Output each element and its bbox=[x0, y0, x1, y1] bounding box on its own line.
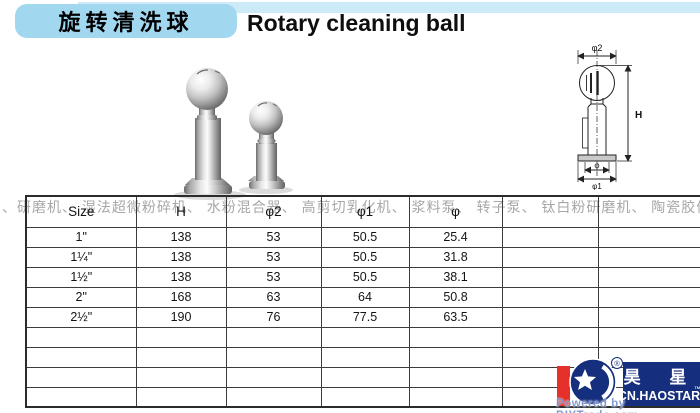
table-cell bbox=[225, 386, 322, 408]
dim-label-h: H bbox=[635, 110, 642, 121]
table-cell: 50.5 bbox=[320, 246, 410, 268]
dimension-diagram: φ2 H φ φ1 bbox=[577, 43, 642, 190]
title-box-cn: 旋转清洗球 bbox=[15, 4, 237, 38]
table-cell: 168 bbox=[135, 286, 227, 308]
logo-red-bar bbox=[557, 366, 570, 406]
table-cell: 38.1 bbox=[408, 266, 503, 288]
table-cell bbox=[597, 306, 700, 328]
table-cell: 63.5 bbox=[408, 306, 503, 328]
table-cell: 63 bbox=[225, 286, 322, 308]
table-cell bbox=[225, 346, 322, 368]
page-title-cn: 旋转清洗球 bbox=[58, 10, 194, 35]
logo-text-plate bbox=[623, 362, 700, 406]
table-cell bbox=[320, 366, 410, 388]
table-cell bbox=[501, 326, 599, 348]
table-cell: 1½" bbox=[25, 266, 137, 288]
product-photo bbox=[174, 68, 293, 200]
table-cell bbox=[135, 326, 227, 348]
table-cell bbox=[135, 366, 227, 388]
table-cell bbox=[597, 266, 700, 288]
table-cell: 138 bbox=[135, 266, 227, 288]
page-title-en: Rotary cleaning ball bbox=[247, 10, 466, 36]
brand-logo: ® 昊 星 CN.HAOSTAR ™ bbox=[557, 357, 700, 406]
table-cell bbox=[25, 386, 137, 408]
table-cell: 50.8 bbox=[408, 286, 503, 308]
top-accent-strip bbox=[78, 2, 700, 13]
table-cell: 50.5 bbox=[320, 266, 410, 288]
dim-label-phi: φ bbox=[594, 161, 599, 170]
table-cell bbox=[25, 366, 137, 388]
table-cell: 190 bbox=[135, 306, 227, 328]
logo-mark: ® bbox=[557, 357, 623, 406]
table-cell: 53 bbox=[225, 266, 322, 288]
logo-crescent bbox=[601, 364, 614, 400]
column-header bbox=[597, 195, 700, 228]
table-cell bbox=[408, 346, 503, 368]
product-photo-small bbox=[239, 101, 293, 194]
table-cell bbox=[597, 286, 700, 308]
trademark-mark: ™ bbox=[694, 386, 700, 393]
column-header: H bbox=[135, 195, 227, 228]
registered-mark-icon bbox=[611, 357, 623, 369]
table-cell bbox=[597, 246, 700, 268]
star-icon bbox=[573, 369, 597, 390]
table-cell: 50.5 bbox=[320, 226, 410, 248]
table-cell bbox=[225, 326, 322, 348]
table-row: 1" 138 53 50.5 25.4 bbox=[25, 226, 700, 248]
table-cell bbox=[501, 226, 599, 248]
table-cell bbox=[135, 386, 227, 408]
table-cell bbox=[225, 366, 322, 388]
table-cell bbox=[25, 346, 137, 368]
table-cell bbox=[597, 326, 700, 348]
table-row: 1¼" 138 53 50.5 31.8 bbox=[25, 246, 700, 268]
table-cell: 25.4 bbox=[408, 226, 503, 248]
table-row bbox=[25, 386, 700, 408]
table-cell bbox=[320, 386, 410, 408]
table-cell bbox=[501, 286, 599, 308]
registered-mark-text: ® bbox=[614, 359, 620, 368]
column-header: Size bbox=[25, 195, 137, 228]
table-cell bbox=[501, 266, 599, 288]
product-photo-large bbox=[174, 68, 246, 200]
table-row: 2" 168 63 64 50.8 bbox=[25, 286, 700, 308]
table-cell bbox=[408, 326, 503, 348]
table-cell: 64 bbox=[320, 286, 410, 308]
table-cell bbox=[408, 366, 503, 388]
dim-label-phi2: φ2 bbox=[592, 43, 603, 53]
table-cell: 1¼" bbox=[25, 246, 137, 268]
table-row bbox=[25, 326, 700, 348]
table-cell: 2" bbox=[25, 286, 137, 308]
table-cell: 2½" bbox=[25, 306, 137, 328]
table-cell: 138 bbox=[135, 226, 227, 248]
table-cell bbox=[320, 346, 410, 368]
column-header: φ1 bbox=[320, 195, 410, 228]
table-cell: 53 bbox=[225, 226, 322, 248]
column-header: φ bbox=[408, 195, 503, 228]
table-cell bbox=[597, 226, 700, 248]
table-cell: 1" bbox=[25, 226, 137, 248]
table-cell bbox=[408, 386, 503, 408]
table-cell: 53 bbox=[225, 246, 322, 268]
column-header bbox=[501, 195, 599, 228]
table-cell bbox=[501, 306, 599, 328]
table-cell bbox=[25, 326, 137, 348]
table-cell bbox=[501, 246, 599, 268]
logo-text-en: CN.HAOSTAR bbox=[618, 389, 700, 403]
table-cell bbox=[135, 346, 227, 368]
logo-text-cn: 昊 星 bbox=[624, 368, 699, 387]
table-cell bbox=[320, 326, 410, 348]
dim-label-phi1: φ1 bbox=[592, 182, 602, 190]
table-cell: 138 bbox=[135, 246, 227, 268]
table-cell: 76 bbox=[225, 306, 322, 328]
table-row: 1½" 138 53 50.5 38.1 bbox=[25, 266, 700, 288]
table-row: 2½" 190 76 77.5 63.5 bbox=[25, 306, 700, 328]
table-cell: 31.8 bbox=[408, 246, 503, 268]
powered-by-text: Powered by DIYTrade.com bbox=[556, 398, 638, 413]
table-cell: 77.5 bbox=[320, 306, 410, 328]
column-header: φ2 bbox=[225, 195, 322, 228]
